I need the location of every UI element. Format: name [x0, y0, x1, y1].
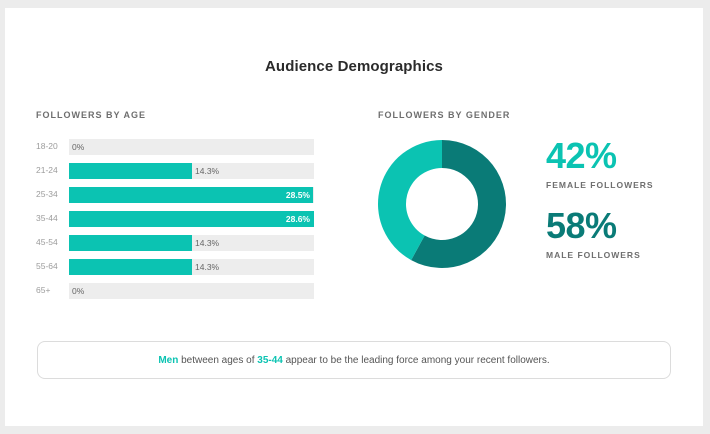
age-row: 45-54 14.3% — [36, 235, 316, 251]
callout-gender-highlight: Men — [158, 354, 179, 366]
bar-track: 14.3% — [69, 163, 314, 179]
bar-track: 28.6% — [69, 211, 314, 227]
callout-text-2: appear to be the leading force among you… — [282, 354, 550, 366]
bar-track: 14.3% — [69, 235, 314, 251]
female-label: FEMALE FOLLOWERS — [546, 180, 654, 190]
bar-value-label: 14.3% — [195, 166, 220, 176]
demographics-card: Audience Demographics FOLLOWERS BY AGE 1… — [5, 8, 703, 426]
age-row: 25-34 28.5% — [36, 187, 316, 203]
donut-segment-male — [411, 140, 506, 268]
age-range-label: 65+ — [36, 285, 51, 295]
age-row: 55-64 14.3% — [36, 259, 316, 275]
callout-age-highlight: 35-44 — [257, 354, 283, 366]
bar-track: 28.5% — [69, 187, 314, 203]
gender-section-heading: FOLLOWERS BY GENDER — [378, 110, 511, 120]
age-range-label: 18-20 — [36, 141, 58, 151]
female-stat: 42% FEMALE FOLLOWERS — [546, 135, 654, 191]
bar-value-label: 28.6% — [285, 214, 310, 224]
age-range-label: 25-34 — [36, 189, 58, 199]
age-row: 35-44 28.6% — [36, 211, 316, 227]
male-label: MALE FOLLOWERS — [546, 250, 641, 260]
age-range-label: 45-54 — [36, 237, 58, 247]
age-row: 65+ 0% — [36, 283, 316, 299]
bar-value-label: 14.3% — [195, 238, 220, 248]
bar-fill — [69, 187, 313, 203]
page-title: Audience Demographics — [265, 58, 443, 75]
callout-text-1: between ages of — [178, 354, 258, 366]
bar-value-label: 0% — [72, 286, 85, 296]
male-percentage: 58% — [546, 205, 617, 246]
bar-track: 14.3% — [69, 259, 314, 275]
gender-donut-chart — [377, 139, 507, 269]
bar-fill — [69, 235, 192, 251]
age-section-heading: FOLLOWERS BY AGE — [36, 110, 147, 120]
bar-fill — [69, 259, 192, 275]
donut-svg — [378, 140, 506, 268]
bar-fill — [69, 163, 192, 179]
age-row: 21-24 14.3% — [36, 163, 316, 179]
bar-fill — [69, 211, 314, 227]
bar-value-label: 14.3% — [195, 262, 220, 272]
age-range-label: 21-24 — [36, 165, 58, 175]
insight-callout: Men between ages of 35-44 appear to be t… — [37, 341, 671, 379]
male-stat: 58% MALE FOLLOWERS — [546, 205, 654, 261]
age-bar-chart: 18-20 0% 21-24 14.3% 25-34 28.5% 35-44 28.6% 45-… — [36, 139, 316, 307]
bar-track: 0% — [69, 283, 314, 299]
age-row: 18-20 0% — [36, 139, 316, 155]
bar-value-label: 0% — [72, 142, 85, 152]
donut-segment-female — [378, 140, 442, 261]
age-range-label: 35-44 — [36, 213, 58, 223]
bar-value-label: 28.5% — [285, 190, 310, 200]
gender-stats: 42% FEMALE FOLLOWERS 58% MALE FOLLOWERS — [546, 135, 654, 261]
age-range-label: 55-64 — [36, 261, 58, 271]
female-percentage: 42% — [546, 135, 617, 176]
bar-track: 0% — [69, 139, 314, 155]
